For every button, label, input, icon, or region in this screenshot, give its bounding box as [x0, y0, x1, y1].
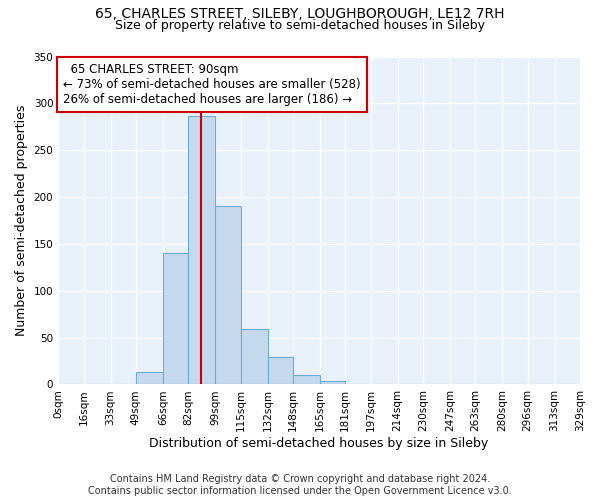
X-axis label: Distribution of semi-detached houses by size in Sileby: Distribution of semi-detached houses by …: [149, 437, 489, 450]
Text: Size of property relative to semi-detached houses in Sileby: Size of property relative to semi-detach…: [115, 19, 485, 32]
Bar: [320, 380, 345, 384]
Text: Contains HM Land Registry data © Crown copyright and database right 2024.
Contai: Contains HM Land Registry data © Crown c…: [88, 474, 512, 496]
Bar: [268, 358, 293, 384]
Bar: [188, 116, 215, 384]
Bar: [163, 254, 188, 384]
Bar: [136, 372, 163, 384]
Y-axis label: Number of semi-detached properties: Number of semi-detached properties: [15, 105, 28, 336]
Bar: [215, 206, 241, 384]
Text: 65 CHARLES STREET: 90sqm
← 73% of semi-detached houses are smaller (528)
26% of : 65 CHARLES STREET: 90sqm ← 73% of semi-d…: [64, 63, 361, 106]
Text: 65, CHARLES STREET, SILEBY, LOUGHBOROUGH, LE12 7RH: 65, CHARLES STREET, SILEBY, LOUGHBOROUGH…: [95, 8, 505, 22]
Bar: [241, 329, 268, 384]
Bar: [293, 375, 320, 384]
